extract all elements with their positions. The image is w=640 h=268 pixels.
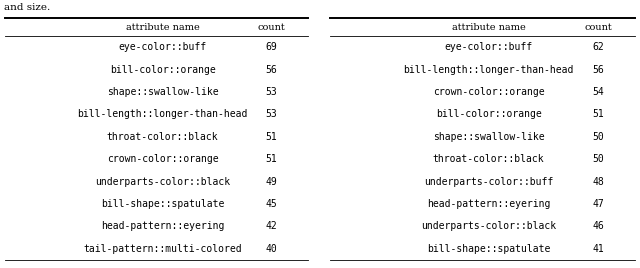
Text: count: count	[258, 23, 285, 32]
Text: eye-color::buff: eye-color::buff	[118, 42, 207, 52]
Text: head-pattern::eyering: head-pattern::eyering	[101, 221, 224, 231]
Text: 53: 53	[266, 109, 278, 120]
Text: 69: 69	[266, 42, 278, 52]
Text: throat-color::black: throat-color::black	[433, 154, 545, 164]
Text: crown-color::orange: crown-color::orange	[107, 154, 218, 164]
Text: attribute name: attribute name	[125, 23, 200, 32]
Text: 45: 45	[266, 199, 278, 209]
Text: count: count	[584, 23, 612, 32]
Text: bill-length::longer-than-head: bill-length::longer-than-head	[77, 109, 248, 120]
Text: shape::swallow-like: shape::swallow-like	[433, 132, 545, 142]
Text: 53: 53	[266, 87, 278, 97]
Text: underparts-color::black: underparts-color::black	[421, 221, 556, 231]
Text: attribute name: attribute name	[452, 23, 525, 32]
Text: 56: 56	[593, 65, 604, 75]
Text: crown-color::orange: crown-color::orange	[433, 87, 545, 97]
Text: 41: 41	[593, 244, 604, 254]
Text: 50: 50	[593, 132, 604, 142]
Text: tail-pattern::multi-colored: tail-pattern::multi-colored	[83, 244, 242, 254]
Text: bill-color::orange: bill-color::orange	[109, 65, 216, 75]
Text: 47: 47	[593, 199, 604, 209]
Text: throat-color::black: throat-color::black	[107, 132, 218, 142]
Text: bill-length::longer-than-head: bill-length::longer-than-head	[403, 65, 574, 75]
Text: 49: 49	[266, 177, 278, 187]
Text: 50: 50	[593, 154, 604, 164]
Text: eye-color::buff: eye-color::buff	[445, 42, 532, 52]
Text: 42: 42	[266, 221, 278, 231]
Text: 54: 54	[593, 87, 604, 97]
Text: 51: 51	[593, 109, 604, 120]
Text: and size.: and size.	[4, 3, 51, 13]
Text: 46: 46	[593, 221, 604, 231]
Text: bill-color::orange: bill-color::orange	[436, 109, 541, 120]
Text: 48: 48	[593, 177, 604, 187]
Text: 62: 62	[593, 42, 604, 52]
Text: underparts-color::black: underparts-color::black	[95, 177, 230, 187]
Text: bill-shape::spatulate: bill-shape::spatulate	[101, 199, 224, 209]
Text: 51: 51	[266, 132, 278, 142]
Text: 51: 51	[266, 154, 278, 164]
Text: 40: 40	[266, 244, 278, 254]
Text: 56: 56	[266, 65, 278, 75]
Text: bill-shape::spatulate: bill-shape::spatulate	[427, 244, 550, 254]
Text: head-pattern::eyering: head-pattern::eyering	[427, 199, 550, 209]
Text: underparts-color::buff: underparts-color::buff	[424, 177, 553, 187]
Text: shape::swallow-like: shape::swallow-like	[107, 87, 218, 97]
